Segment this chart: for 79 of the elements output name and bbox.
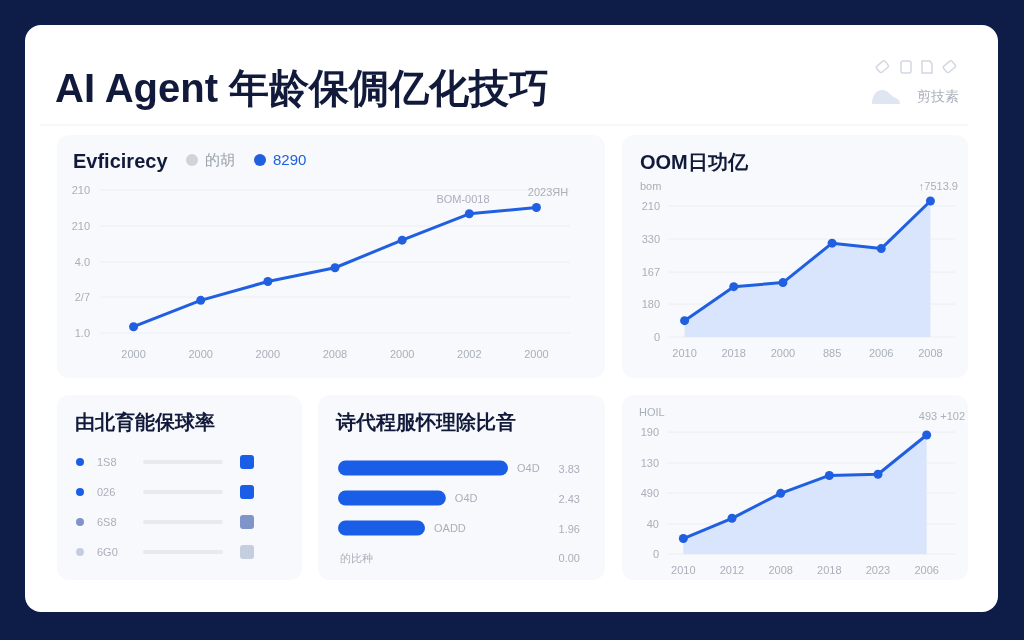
text: 493 +102 <box>918 410 965 422</box>
text: O4D <box>517 462 540 474</box>
text: 1.0 <box>74 327 90 339</box>
x-tick-label: 2000 <box>121 348 146 360</box>
x-tick-label: 2018 <box>721 347 746 359</box>
x-tick-label: 2008 <box>322 348 348 360</box>
text: 0 <box>652 548 659 560</box>
data-label: 2.43 <box>558 493 580 505</box>
x-tick-label: 2008 <box>918 347 943 359</box>
chart-title: AI Agent 年龄保倜亿化技巧 <box>55 66 550 110</box>
chart-title: 诗代程服怀理除比音 <box>335 411 516 433</box>
x-tick-label: 2002 <box>457 348 482 360</box>
data-label: 3.83 <box>558 463 580 475</box>
point <box>330 263 340 273</box>
text: 的比种 <box>340 552 373 564</box>
text: 2023ЯН <box>527 186 569 198</box>
text: 167 <box>641 266 660 278</box>
x-tick-label: 2000 <box>524 348 549 360</box>
x-tick-label: 2000 <box>255 348 281 360</box>
point <box>680 316 690 326</box>
point <box>824 470 834 480</box>
category-label: 1S8 <box>97 456 117 468</box>
x-tick-label: 2006 <box>869 347 894 359</box>
x-tick-label: 2000 <box>389 348 415 360</box>
text: 210 <box>641 200 660 212</box>
text: BOM-0018 <box>436 193 490 205</box>
x-tick-label: 2012 <box>719 564 745 576</box>
data-label: 1.96 <box>558 523 580 535</box>
legend-label: 的胡 <box>205 151 235 168</box>
x-tick-label: 2023 <box>865 564 891 576</box>
category-label: 6G0 <box>97 546 118 558</box>
text: 330 <box>641 233 660 245</box>
point <box>196 295 206 305</box>
text: 0.00 <box>558 552 580 564</box>
text: 130 <box>640 457 659 469</box>
point <box>925 196 935 206</box>
x-tick-label: 2000 <box>770 347 796 359</box>
text: 2/7 <box>74 291 90 303</box>
x-tick-label: 2018 <box>817 564 842 576</box>
y-axis-title: bom <box>640 180 662 192</box>
x-tick-label: 2010 <box>671 564 696 576</box>
point <box>876 244 886 254</box>
point <box>531 203 541 212</box>
point <box>678 534 688 544</box>
annotation: O4D <box>454 492 478 504</box>
point <box>922 430 932 440</box>
chart-title: OOM日功亿 <box>640 151 749 173</box>
text: 490 <box>640 487 659 499</box>
text: 190 <box>640 426 659 438</box>
point <box>727 513 737 523</box>
text: ↑7513.9 <box>918 180 958 192</box>
text: 4.0 <box>74 256 90 268</box>
point <box>827 238 837 248</box>
text: 由北育能保球率 <box>75 411 215 433</box>
text: 40 <box>646 518 659 530</box>
point <box>397 235 407 245</box>
annotation: OADD <box>434 522 466 534</box>
text: 0 <box>653 331 660 343</box>
x-tick-label: 2008 <box>768 564 793 576</box>
chart-subtitle: Evficirecy <box>73 150 169 172</box>
point <box>129 322 139 332</box>
point <box>873 469 883 479</box>
point <box>778 278 788 288</box>
x-tick-label: 885 <box>822 347 842 359</box>
x-tick-label: 2010 <box>672 347 697 359</box>
y-axis-title: HOIL <box>639 406 665 418</box>
text: 210 <box>71 220 90 232</box>
point <box>776 488 786 498</box>
x-tick-label: 2000 <box>188 348 213 360</box>
legend-label: 8290 <box>273 151 307 168</box>
category-label: 026 <box>97 486 116 498</box>
x-tick-label: 2006 <box>914 564 939 576</box>
category-label: 6S8 <box>97 516 117 528</box>
text: 180 <box>641 298 660 310</box>
point <box>729 282 739 292</box>
point <box>464 209 474 219</box>
text: 剪技素 <box>917 88 959 104</box>
point <box>263 277 273 287</box>
text: 210 <box>71 184 90 196</box>
